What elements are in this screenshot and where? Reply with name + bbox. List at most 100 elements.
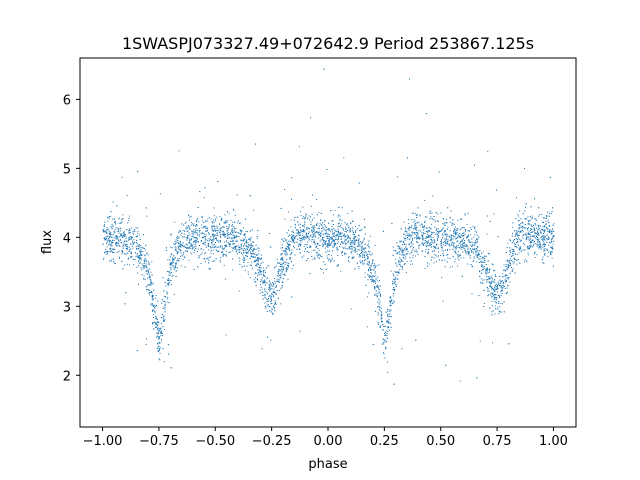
data-point xyxy=(544,223,546,225)
data-point xyxy=(277,278,279,280)
data-point xyxy=(286,232,288,234)
data-point xyxy=(341,223,343,225)
data-point xyxy=(320,224,322,226)
data-point xyxy=(193,229,195,231)
data-point xyxy=(393,281,395,283)
data-point xyxy=(486,233,488,235)
data-point xyxy=(379,285,381,287)
data-point xyxy=(358,256,360,258)
data-point xyxy=(436,232,438,234)
data-point xyxy=(380,325,382,327)
data-point xyxy=(247,271,249,273)
data-point xyxy=(193,246,195,248)
data-point xyxy=(502,273,504,275)
data-point xyxy=(196,251,198,252)
data-point xyxy=(431,223,433,225)
data-point xyxy=(154,310,156,312)
data-point xyxy=(309,273,311,275)
data-point xyxy=(268,305,270,307)
data-point xyxy=(174,262,176,264)
data-point xyxy=(209,257,211,259)
data-point xyxy=(124,303,126,305)
data-point xyxy=(363,238,365,240)
data-point xyxy=(353,240,355,242)
data-point xyxy=(182,236,184,238)
data-point xyxy=(163,319,165,321)
data-point xyxy=(409,253,411,255)
data-point xyxy=(199,231,201,233)
data-point xyxy=(201,227,203,229)
data-point xyxy=(420,230,422,232)
data-point xyxy=(302,225,304,227)
data-point xyxy=(161,331,162,333)
data-point xyxy=(193,225,194,227)
data-point xyxy=(367,274,369,276)
data-point xyxy=(472,242,474,244)
data-point xyxy=(553,240,555,242)
data-point xyxy=(313,217,315,219)
data-point xyxy=(282,268,284,270)
data-point xyxy=(275,303,277,305)
data-point xyxy=(425,251,427,253)
data-point xyxy=(523,243,524,245)
data-point xyxy=(145,207,147,209)
data-point xyxy=(454,258,456,260)
data-point xyxy=(551,213,553,215)
data-point xyxy=(488,294,490,296)
data-point xyxy=(519,210,521,212)
data-point xyxy=(170,254,172,256)
data-point xyxy=(193,237,195,239)
data-point xyxy=(194,243,196,245)
data-point xyxy=(431,241,433,243)
data-point xyxy=(421,234,423,236)
data-point xyxy=(440,241,442,242)
data-point xyxy=(292,236,294,238)
data-point xyxy=(108,260,110,262)
data-point xyxy=(401,269,403,270)
data-point xyxy=(340,270,342,272)
data-point xyxy=(538,229,540,231)
data-point xyxy=(294,223,296,225)
data-point xyxy=(341,219,343,221)
data-point xyxy=(142,267,144,269)
data-point xyxy=(447,257,449,259)
data-point xyxy=(330,237,332,239)
data-point xyxy=(458,254,460,256)
data-point xyxy=(476,250,477,252)
data-point xyxy=(421,250,423,252)
data-point xyxy=(268,298,269,300)
data-point xyxy=(205,225,207,227)
data-point xyxy=(531,215,533,217)
data-point xyxy=(499,283,501,284)
data-point xyxy=(257,257,259,259)
data-point xyxy=(299,252,301,254)
data-point xyxy=(406,231,408,233)
data-point xyxy=(282,269,284,271)
data-point xyxy=(528,220,530,222)
data-point xyxy=(140,253,142,255)
data-point xyxy=(146,252,148,254)
data-point xyxy=(474,242,476,244)
data-point xyxy=(317,237,319,239)
data-point xyxy=(283,269,284,271)
data-point xyxy=(126,229,128,231)
data-point xyxy=(311,227,313,229)
data-point xyxy=(544,230,546,232)
data-point xyxy=(537,234,539,236)
data-point xyxy=(511,270,513,272)
data-point xyxy=(280,264,281,265)
data-point xyxy=(402,251,404,253)
data-point xyxy=(318,212,320,213)
data-point xyxy=(187,248,189,250)
data-point xyxy=(550,238,552,240)
data-point xyxy=(284,218,286,220)
data-point xyxy=(201,220,203,222)
data-point xyxy=(462,241,464,243)
data-point xyxy=(273,292,275,294)
data-point xyxy=(354,247,356,249)
data-point xyxy=(312,250,314,251)
data-point xyxy=(291,252,293,254)
data-point xyxy=(421,223,423,225)
data-point xyxy=(132,258,134,260)
data-point xyxy=(266,301,268,303)
